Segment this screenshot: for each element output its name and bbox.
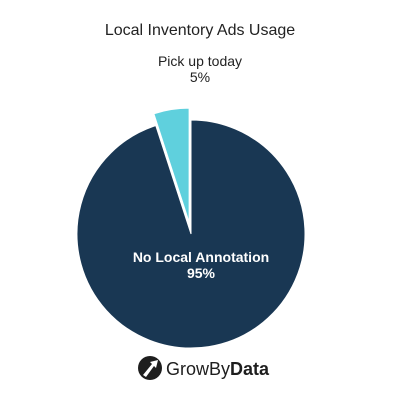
logo-wordmark: GrowByData [166, 359, 270, 379]
logo-text-grow: Grow [166, 359, 210, 379]
growbydata-arrow-icon [138, 356, 162, 380]
pie-slices [76, 107, 306, 349]
logo-text-data: Data [230, 359, 270, 379]
pie-slice-no-local-annotation [76, 119, 306, 349]
growbydata-logo: GrowByData [138, 356, 270, 380]
slice-label-name: Pick up today [158, 53, 242, 69]
slice-label-value: 95% [187, 265, 216, 281]
slice-label-value: 5% [190, 69, 210, 85]
pie-slice-pick-up-today [153, 107, 190, 223]
slice-label-name: No Local Annotation [133, 249, 269, 265]
chart-title: Local Inventory Ads Usage [105, 22, 295, 39]
logo-text-by: By [209, 359, 230, 379]
